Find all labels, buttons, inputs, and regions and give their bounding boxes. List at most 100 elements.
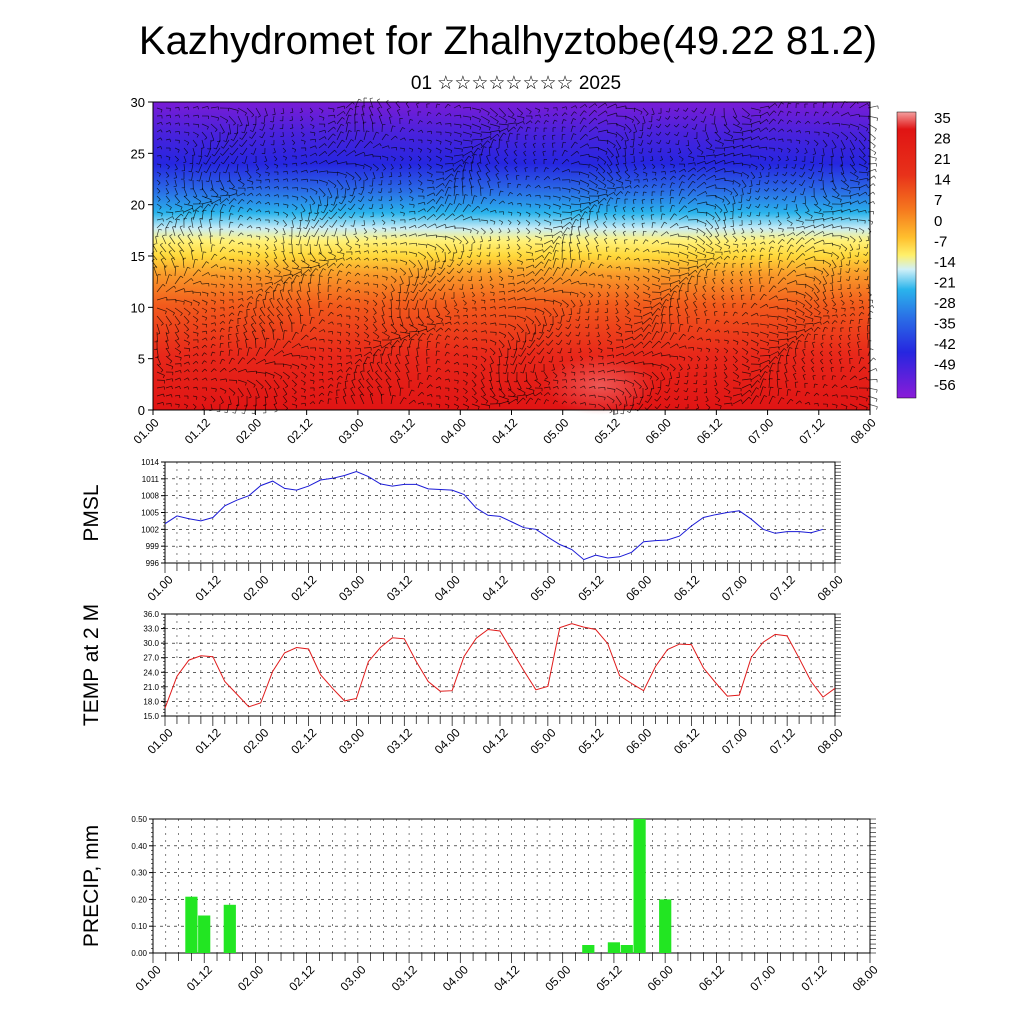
wind-barb bbox=[858, 177, 868, 181]
wind-barb-flag bbox=[777, 316, 779, 321]
wind-barb-flag bbox=[277, 186, 280, 190]
wind-barb-flag bbox=[320, 211, 324, 214]
wind-barb bbox=[187, 235, 194, 245]
wind-barb bbox=[228, 193, 237, 197]
wind-barb bbox=[340, 203, 347, 211]
wind-barb-flag bbox=[716, 235, 720, 238]
wind-barb-flag bbox=[519, 255, 522, 258]
wind-barb bbox=[741, 163, 751, 166]
wind-barb-flag bbox=[477, 271, 481, 273]
wind-barb bbox=[336, 111, 344, 117]
wind-barb bbox=[327, 187, 333, 198]
wind-barb-flag bbox=[722, 199, 725, 203]
wind-barb bbox=[272, 131, 275, 138]
wind-barb bbox=[552, 167, 558, 173]
wind-barb bbox=[381, 227, 386, 230]
wind-barb bbox=[615, 139, 622, 149]
wind-barb-flag bbox=[527, 231, 531, 235]
wind-barb bbox=[435, 155, 442, 160]
wind-barb bbox=[660, 155, 664, 160]
wind-barb-flag bbox=[395, 234, 397, 238]
wind-barb bbox=[669, 170, 675, 173]
wind-barb-flag bbox=[684, 205, 688, 209]
wind-barb bbox=[840, 147, 844, 158]
wind-barb bbox=[174, 122, 180, 125]
wind-barb-flag bbox=[390, 207, 394, 210]
wind-barb-flag bbox=[618, 177, 622, 181]
wind-barb bbox=[300, 178, 308, 181]
wind-barb-flag bbox=[641, 222, 645, 224]
wind-barb bbox=[192, 187, 198, 197]
wind-barb-flag bbox=[433, 192, 436, 196]
wind-barb bbox=[165, 220, 171, 229]
wind-barb bbox=[750, 242, 755, 245]
wind-barb bbox=[786, 155, 789, 160]
wind-barb bbox=[246, 225, 251, 229]
wind-barb-flag bbox=[523, 142, 527, 145]
wind-barb bbox=[309, 243, 312, 255]
wind-barb-flag bbox=[538, 185, 541, 188]
wind-barb bbox=[223, 155, 230, 165]
wind-barb bbox=[199, 171, 203, 182]
wind-barb bbox=[252, 123, 257, 132]
wind-barb-flag bbox=[158, 173, 161, 177]
wind-barb bbox=[741, 195, 743, 203]
wind-barb-flag bbox=[460, 142, 463, 146]
wind-barb bbox=[624, 163, 629, 171]
wind-barb bbox=[768, 227, 774, 231]
wind-barb-flag bbox=[251, 114, 255, 118]
wind-barb-flag bbox=[187, 114, 190, 118]
wind-barb bbox=[622, 224, 626, 229]
wind-barb-flag bbox=[493, 221, 496, 225]
wind-barb bbox=[507, 192, 511, 197]
wind-barb-flag bbox=[368, 199, 372, 202]
wind-barb-flag bbox=[836, 135, 839, 139]
wind-barb-flag bbox=[517, 247, 521, 251]
wind-barb-flag bbox=[187, 201, 191, 205]
wind-barb-flag bbox=[832, 233, 834, 237]
wind-barb bbox=[156, 187, 161, 192]
wind-barb-flag bbox=[217, 117, 220, 121]
wind-barb-flag bbox=[209, 218, 213, 220]
wind-barb-flag bbox=[487, 120, 490, 124]
wind-barb-flag bbox=[812, 230, 815, 234]
wind-barb bbox=[318, 115, 325, 119]
wind-barb-flag bbox=[206, 126, 209, 130]
wind-barb-flag bbox=[432, 206, 436, 209]
wind-barb bbox=[354, 250, 360, 253]
wind-barb-flag bbox=[328, 293, 332, 296]
wind-barb bbox=[408, 259, 416, 266]
wind-barb-flag bbox=[813, 256, 816, 260]
wind-barb bbox=[795, 244, 803, 253]
wind-barb bbox=[669, 233, 679, 237]
wind-barb bbox=[597, 119, 607, 125]
wind-barb bbox=[633, 123, 637, 132]
wind-barb-flag bbox=[159, 206, 162, 210]
wind-barb-flag bbox=[761, 167, 765, 171]
wind-barb bbox=[804, 230, 814, 237]
wind-barb bbox=[228, 249, 234, 253]
wind-barb-flag bbox=[223, 140, 227, 142]
wind-barb-flag bbox=[241, 162, 245, 164]
wind-barb bbox=[282, 155, 287, 158]
wind-barb bbox=[255, 209, 260, 213]
wind-barb-flag bbox=[478, 279, 482, 281]
wind-barb-flag bbox=[306, 189, 309, 193]
wind-barb bbox=[363, 163, 372, 169]
wind-barb-flag bbox=[825, 111, 829, 114]
wind-barb bbox=[768, 103, 776, 109]
wind-barb bbox=[363, 141, 371, 149]
wind-barb bbox=[471, 143, 481, 149]
wind-barb bbox=[641, 223, 644, 229]
wind-barb-flag bbox=[547, 113, 550, 117]
wind-barb bbox=[336, 161, 347, 165]
wind-barb bbox=[471, 115, 481, 120]
wind-barb bbox=[513, 151, 518, 157]
wind-barb-flag bbox=[319, 217, 323, 221]
wind-barb bbox=[795, 120, 799, 125]
wind-barb bbox=[579, 110, 585, 117]
wind-barb bbox=[831, 195, 842, 200]
wind-barb bbox=[210, 179, 214, 190]
wind-barb-flag bbox=[166, 175, 170, 178]
wind-barb-flag bbox=[447, 265, 451, 268]
